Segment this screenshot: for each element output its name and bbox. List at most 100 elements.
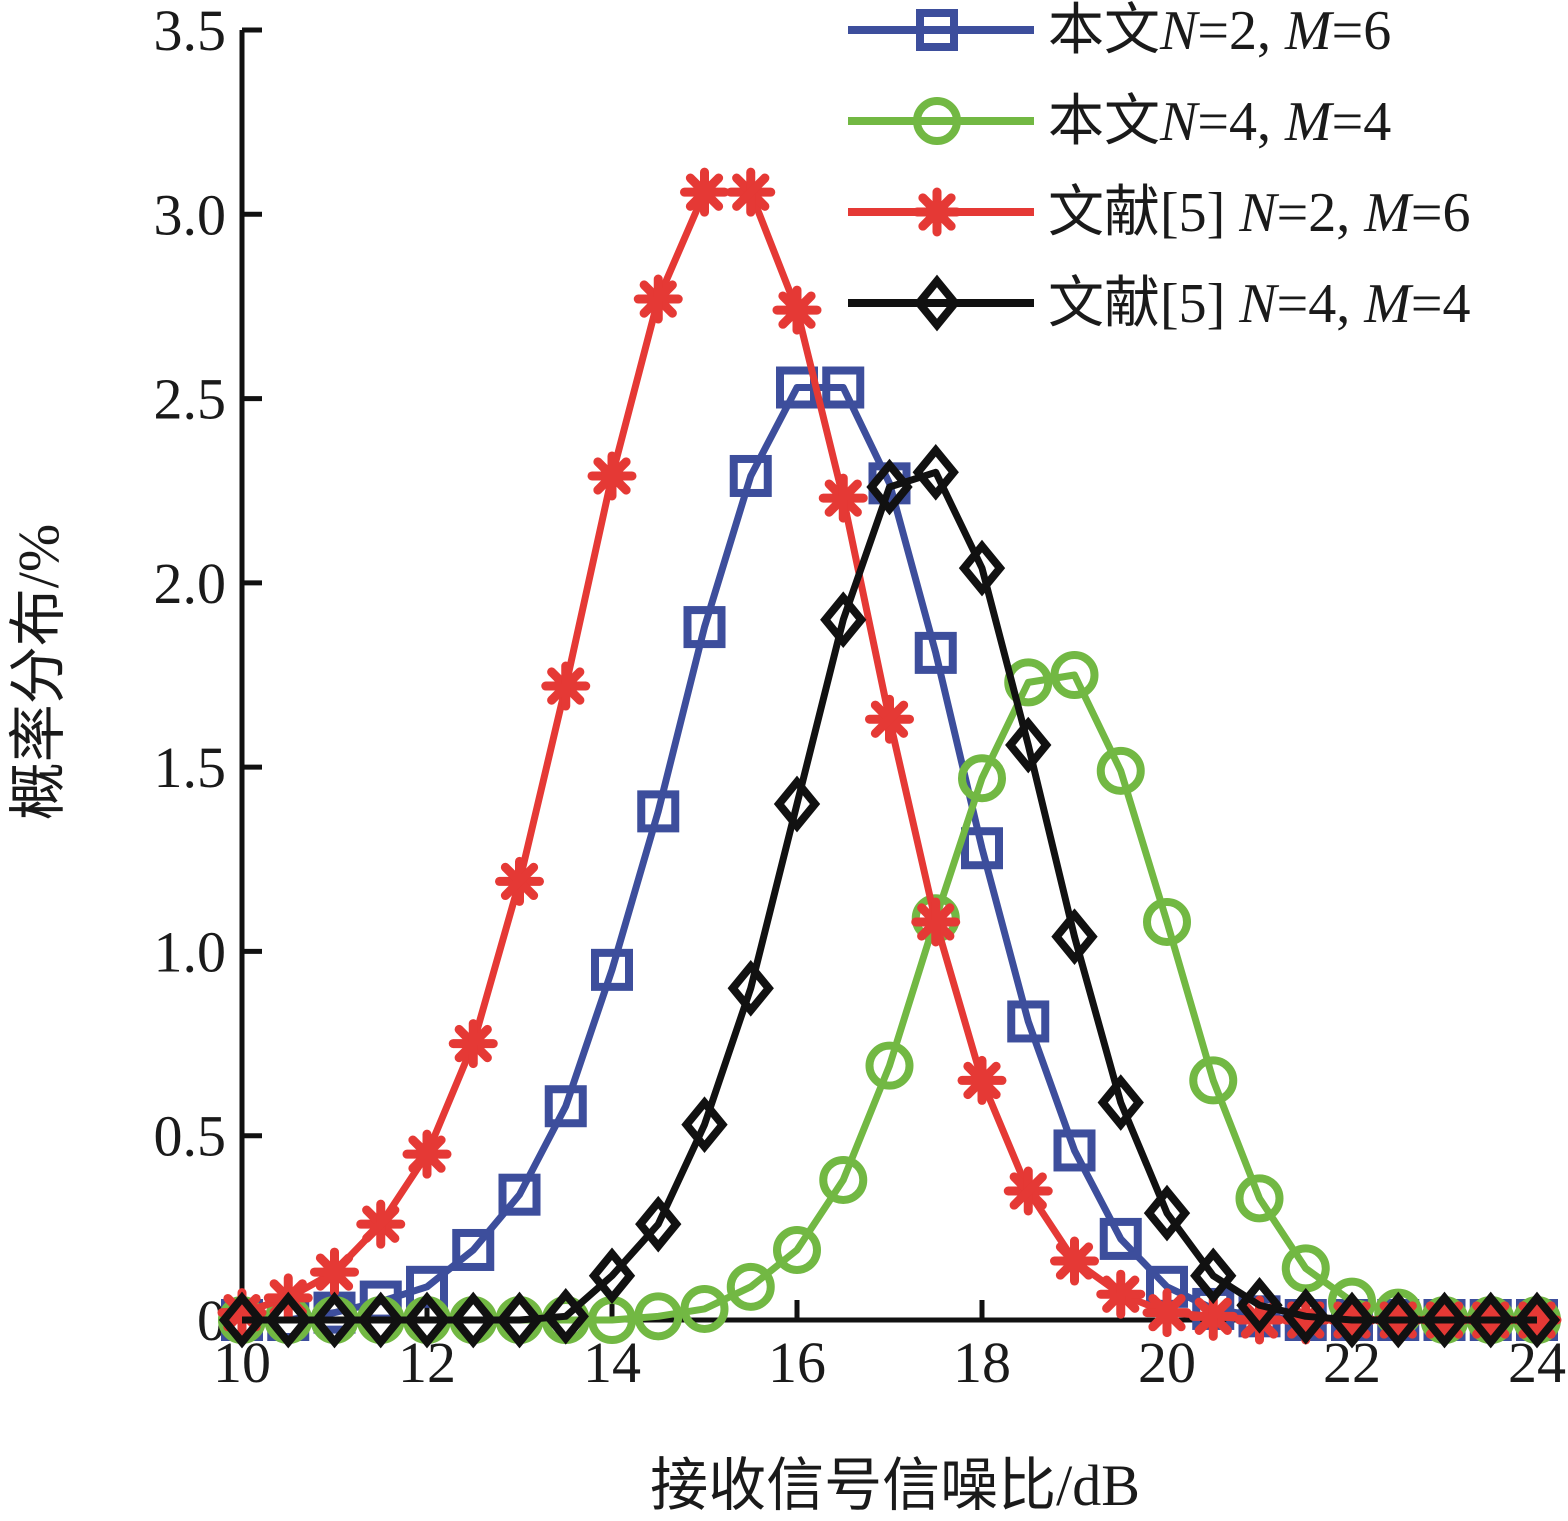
data-point-asterisk: [911, 897, 961, 947]
data-point-square: [683, 606, 726, 649]
asterisk-stroke: [639, 280, 677, 318]
asterisk-stroke: [362, 1205, 400, 1243]
legend-item-3: 文献[5] N=2, M=6: [848, 182, 1471, 244]
data-point-diamond: [403, 1291, 451, 1349]
data-point-asterisk: [865, 694, 914, 744]
series-line: [242, 468, 1537, 1324]
data-point-circle: [1189, 1056, 1238, 1105]
data-point-diamond: [1467, 1291, 1514, 1349]
data-point-diamond: [1005, 716, 1052, 774]
data-point-square: [591, 948, 633, 991]
data-point-diamond: [265, 1291, 312, 1349]
legend: 本文N=2, M=6 本文N=4, M=4 文献[5] N=2, M=6 文献[5] …: [848, 0, 1471, 335]
data-point-asterisk: [356, 1199, 406, 1249]
data-point-circle: [1050, 651, 1099, 699]
data-point-diamond: [1421, 1291, 1468, 1349]
data-point-asterisk: [1096, 1269, 1146, 1319]
series-2: [218, 651, 1561, 1344]
data-point-diamond: [866, 458, 913, 516]
asterisk-stroke: [870, 700, 909, 738]
asterisk-stroke: [454, 1024, 492, 1063]
data-point-diamond: [727, 959, 774, 1017]
data-point-circle: [865, 1041, 914, 1090]
series-1: [221, 366, 1558, 1341]
asterisk-stroke: [732, 173, 770, 211]
asterisk-stroke: [315, 1253, 354, 1291]
data-point-asterisk: [402, 1129, 452, 1179]
data-point-asterisk: [818, 473, 868, 523]
data-point-diamond: [218, 1291, 266, 1349]
legend-label: 本文N=4, M=4: [1048, 91, 1391, 153]
data-point-circle: [1235, 1174, 1284, 1223]
data-point-asterisk: [310, 1247, 359, 1297]
x-tick-label: 20: [1138, 1330, 1196, 1395]
legend-label: 文献[5] N=2, M=6: [1048, 182, 1471, 244]
data-point-diamond: [1328, 1291, 1376, 1349]
asterisk-stroke: [824, 479, 862, 517]
data-point-diamond: [958, 539, 1006, 597]
data-point-asterisk: [1003, 1166, 1053, 1216]
data-point-square: [916, 9, 958, 51]
data-point-diamond: [913, 274, 961, 332]
y-tick-label: 1.5: [154, 735, 227, 800]
y-tick-label: 0.5: [154, 1104, 227, 1169]
data-point-diamond: [1097, 1074, 1144, 1131]
data-point-circle: [913, 97, 961, 145]
data-point-diamond: [311, 1291, 358, 1349]
data-point-square: [914, 631, 957, 674]
asterisk-stroke: [1194, 1297, 1232, 1335]
data-point-square: [637, 790, 680, 833]
asterisk-stroke: [408, 1135, 446, 1173]
asterisk-stroke: [685, 173, 724, 211]
data-point-asterisk: [957, 1055, 1007, 1105]
data-point-square: [1099, 1217, 1142, 1260]
data-point-diamond: [1051, 908, 1098, 966]
series-layer: [217, 167, 1562, 1349]
data-point-diamond: [450, 1291, 497, 1349]
series-4: [218, 443, 1561, 1349]
asterisk-stroke: [918, 193, 956, 231]
data-point-circle: [1004, 658, 1053, 707]
data-point-diamond: [1282, 1287, 1329, 1345]
data-point-square: [498, 1173, 541, 1216]
y-tick-label: 2.5: [154, 367, 227, 432]
data-point-diamond: [1143, 1184, 1191, 1242]
legend-label: 本文N=2, M=6: [1048, 0, 1391, 62]
series-3: [217, 167, 1562, 1345]
legend-item-1: 本文N=2, M=6: [848, 0, 1391, 62]
asterisk-stroke: [1009, 1172, 1047, 1210]
data-point-diamond: [773, 775, 821, 833]
data-point-circle: [958, 754, 1006, 803]
data-point-circle: [819, 1155, 868, 1204]
asterisk-stroke: [547, 667, 585, 705]
data-point-diamond: [1513, 1291, 1561, 1349]
data-point-diamond: [681, 1096, 728, 1153]
data-point-asterisk: [680, 167, 729, 217]
data-point-square: [822, 366, 865, 409]
data-point-square: [452, 1228, 495, 1271]
y-tick-label: 2.0: [154, 551, 227, 616]
x-tick-label: 18: [953, 1330, 1011, 1395]
y-tick-label: 3.5: [154, 0, 227, 63]
data-point-diamond: [1375, 1291, 1422, 1349]
data-point-circle: [680, 1284, 729, 1333]
data-point-asterisk: [1050, 1236, 1099, 1286]
data-point-diamond: [496, 1291, 543, 1349]
data-point-diamond: [588, 1247, 636, 1305]
data-point-diamond: [1236, 1276, 1283, 1334]
data-point-asterisk: [448, 1019, 498, 1069]
data-point-diamond: [820, 591, 867, 649]
data-point-square: [544, 1085, 587, 1128]
data-point-circle: [726, 1262, 775, 1311]
legend-item-4: 文献[5] N=4, M=4: [848, 273, 1471, 335]
asterisk-stroke: [500, 862, 539, 901]
data-point-circle: [773, 1225, 821, 1274]
data-point-diamond: [635, 1195, 682, 1253]
data-point-circle: [1143, 897, 1191, 946]
data-point-asterisk: [912, 187, 962, 237]
legend-item-2: 本文N=4, M=4: [848, 91, 1391, 153]
asterisk-stroke: [223, 1293, 261, 1332]
data-point-asterisk: [587, 451, 637, 501]
data-point-diamond: [542, 1287, 589, 1345]
